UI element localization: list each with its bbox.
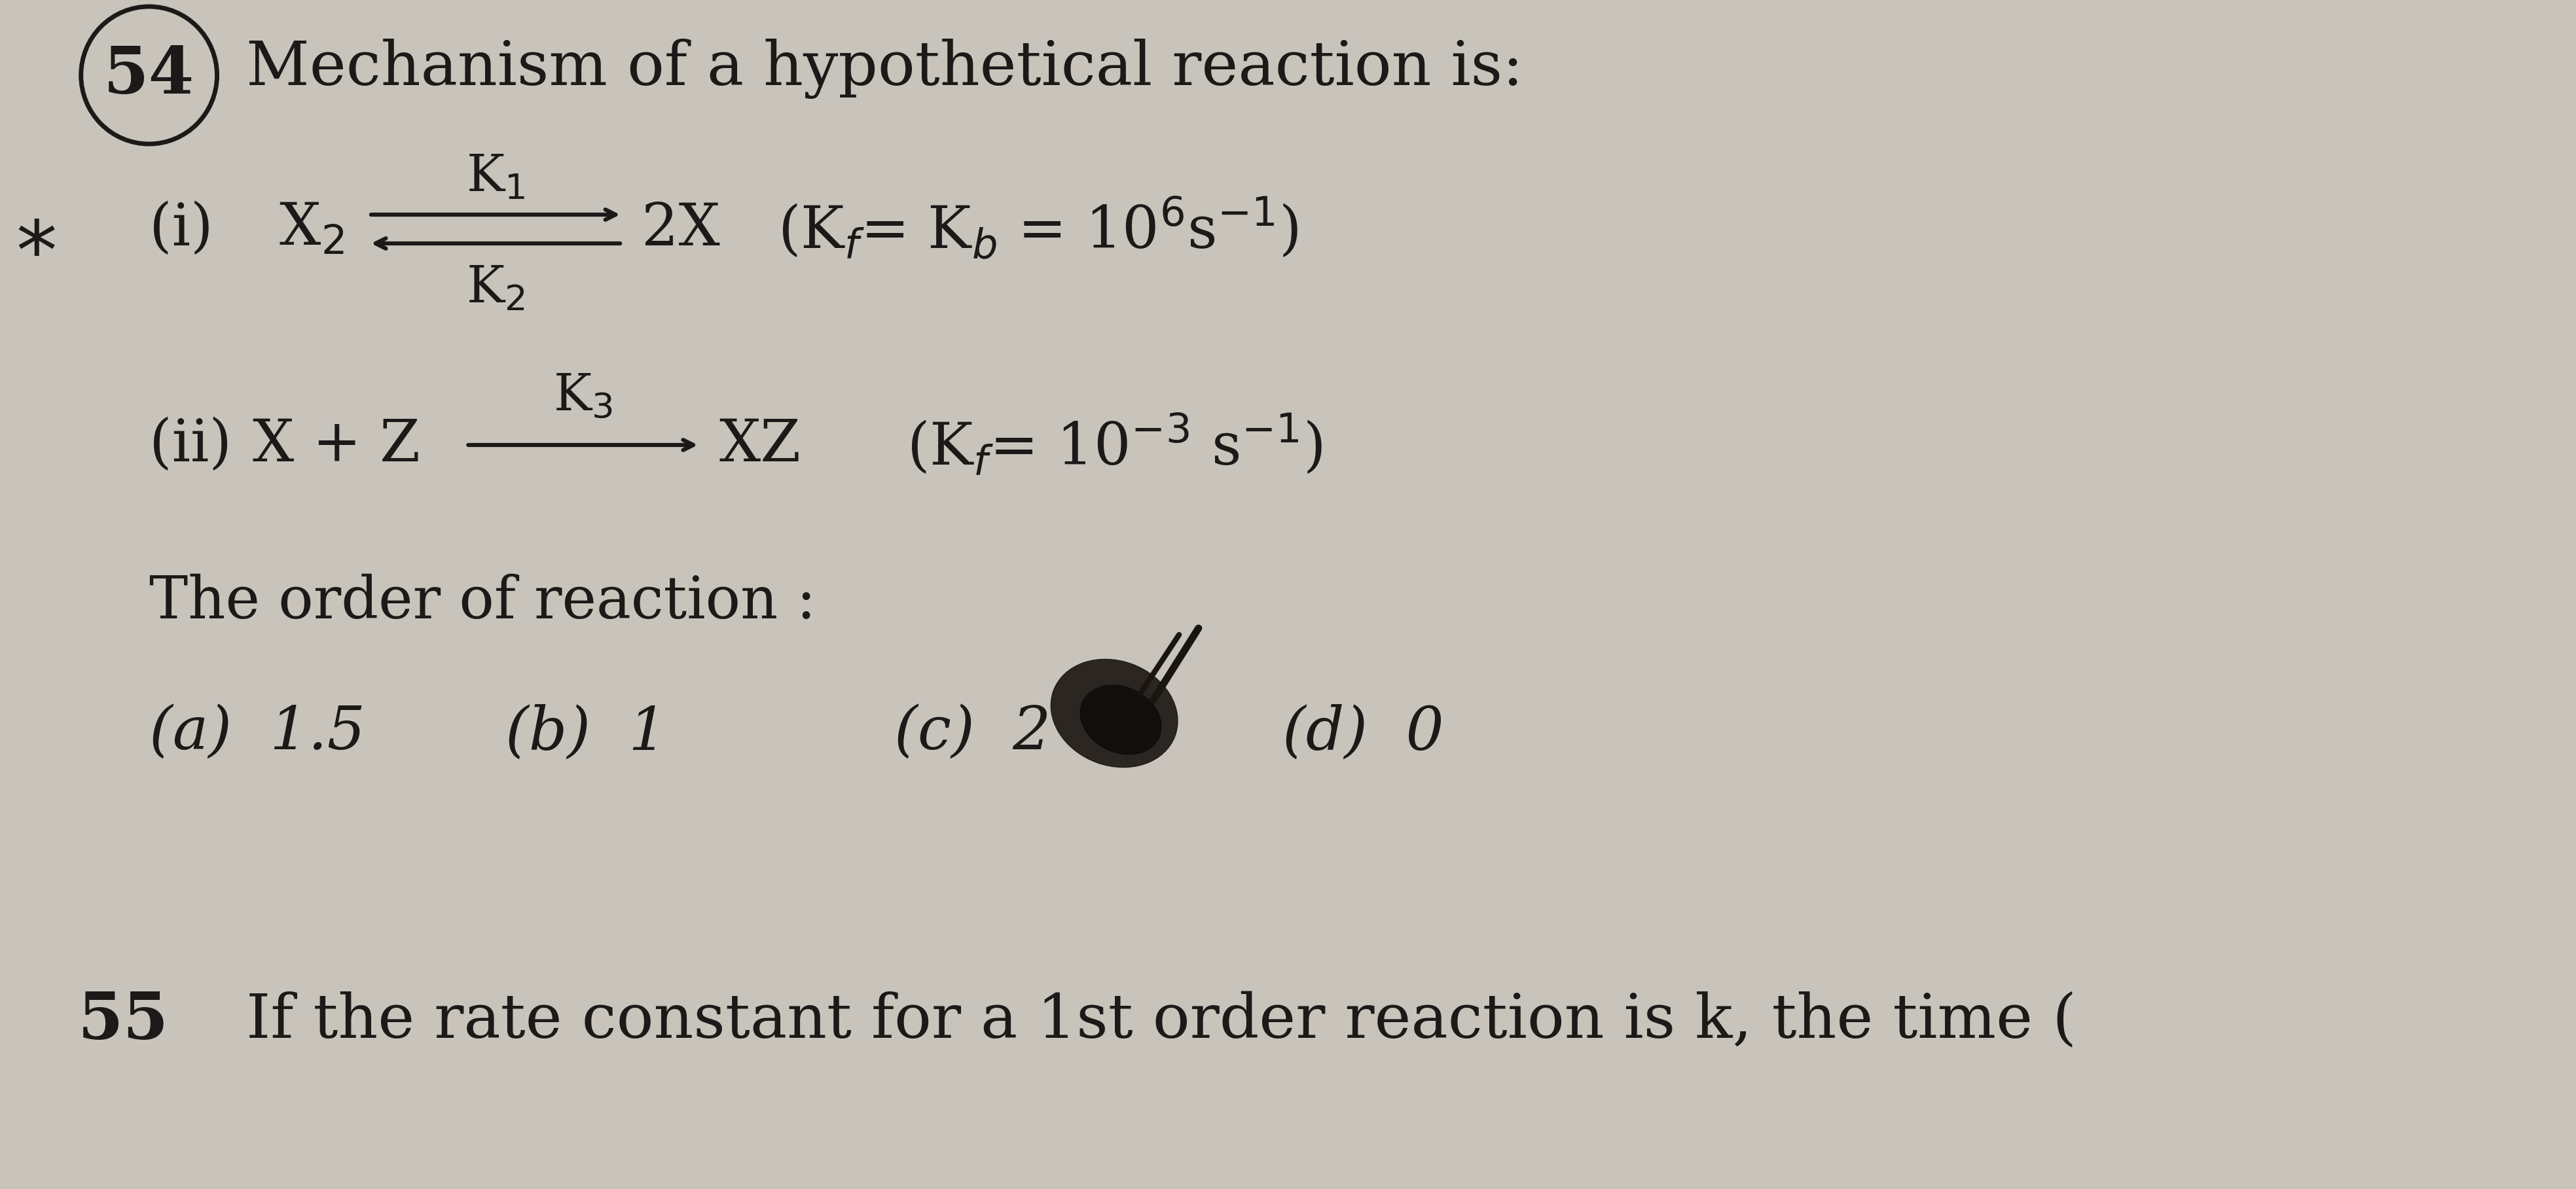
Ellipse shape <box>1079 685 1162 755</box>
Text: K$_3$: K$_3$ <box>554 371 613 421</box>
Text: K$_1$: K$_1$ <box>466 152 526 201</box>
Text: The order of reaction :: The order of reaction : <box>149 573 817 630</box>
Ellipse shape <box>1051 659 1177 767</box>
Text: (i): (i) <box>149 201 214 258</box>
Text: (d)  0: (d) 0 <box>1283 704 1445 762</box>
Text: XZ: XZ <box>719 416 801 473</box>
Text: 54: 54 <box>103 44 196 107</box>
Text: X + Z: X + Z <box>252 416 420 473</box>
Text: 55: 55 <box>77 989 170 1052</box>
Text: 2X: 2X <box>641 201 719 258</box>
Text: K$_2$: K$_2$ <box>466 263 526 313</box>
Text: (K$_f$= 10$^{-3}$ s$^{-1}$): (K$_f$= 10$^{-3}$ s$^{-1}$) <box>907 413 1324 478</box>
Text: (K$_f$= K$_b$ = 10$^6$s$^{-1}$): (K$_f$= K$_b$ = 10$^6$s$^{-1}$) <box>778 196 1298 263</box>
Text: (b)  1: (b) 1 <box>505 704 667 762</box>
Text: (a)  1.5: (a) 1.5 <box>149 704 366 762</box>
Text: $*$: $*$ <box>15 215 57 295</box>
Text: (c)  2: (c) 2 <box>894 704 1051 762</box>
Text: Mechanism of a hypothetical reaction is:: Mechanism of a hypothetical reaction is: <box>247 38 1522 99</box>
Text: X$_2$: X$_2$ <box>278 201 343 258</box>
Text: (ii): (ii) <box>149 416 232 473</box>
Text: If the rate constant for a 1st order reaction is k, the time (: If the rate constant for a 1st order rea… <box>247 992 2076 1050</box>
